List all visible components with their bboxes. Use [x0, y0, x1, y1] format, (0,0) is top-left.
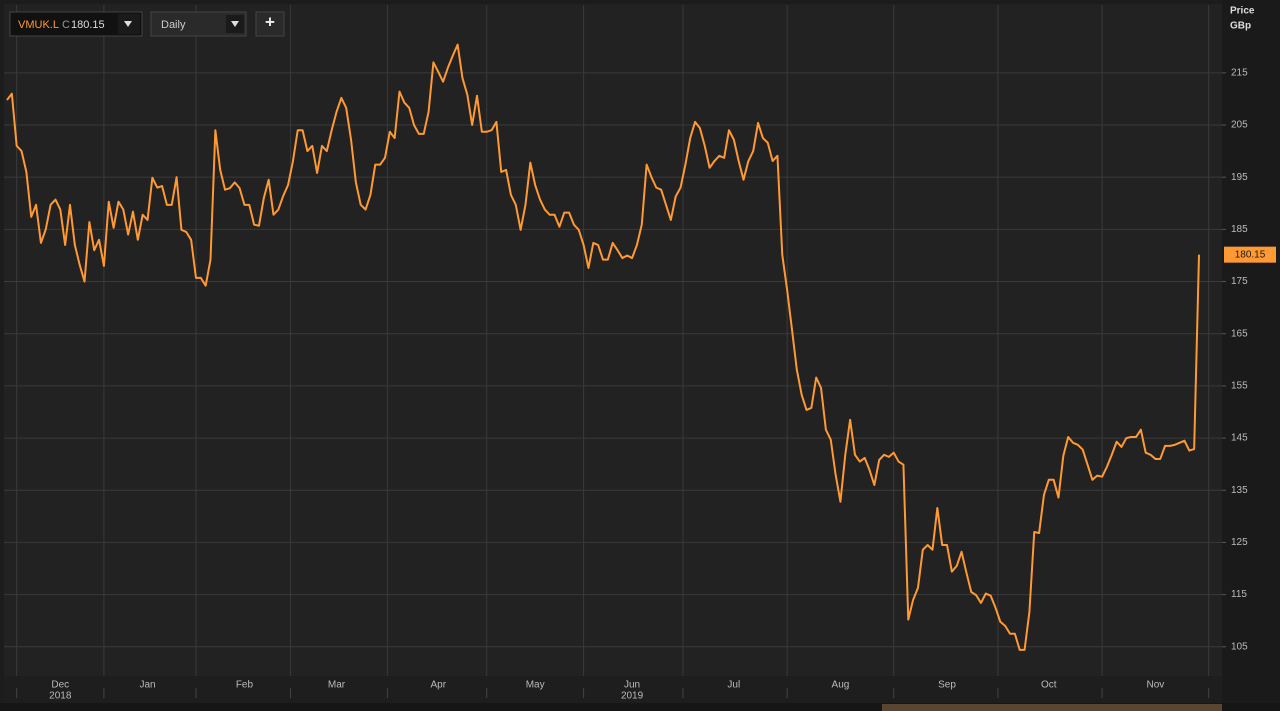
last-price-label: 180.15 — [1235, 249, 1266, 260]
y-tick-label: 205 — [1231, 120, 1248, 131]
x-tick-label: Jan — [139, 680, 155, 691]
price-axis — [1222, 0, 1280, 711]
y-tick-label: 125 — [1231, 537, 1248, 548]
x-tick-label: May — [526, 680, 545, 691]
x-year-label: 2019 — [621, 691, 644, 702]
x-tick-label: Mar — [328, 680, 346, 691]
x-tick-label: Nov — [1146, 680, 1164, 691]
symbol: VMUK.L — [18, 19, 59, 31]
x-tick-label: Jul — [727, 680, 740, 691]
marks — [6, 43, 1200, 651]
close-prefix: C — [62, 19, 70, 31]
y-tick-label: 195 — [1231, 172, 1248, 183]
interval: Daily — [161, 19, 186, 31]
x-tick-label: Aug — [832, 680, 850, 691]
y-tick-label: 135 — [1231, 485, 1248, 496]
plot-area — [4, 4, 1222, 676]
y-tick-label: 185 — [1231, 224, 1248, 235]
scrollbar-thumb[interactable] — [882, 704, 1222, 711]
y-tick-label: 215 — [1231, 67, 1248, 78]
y-tick-label: 145 — [1231, 433, 1248, 444]
last-price-tag — [1224, 246, 1276, 263]
x-tick-label: Feb — [236, 680, 254, 691]
y-tick-label: 155 — [1231, 381, 1248, 392]
y-tick-label: 175 — [1231, 276, 1248, 287]
interval-box[interactable]: Daily — [150, 11, 247, 37]
price-line — [6, 43, 1200, 651]
y-tick-label: 105 — [1231, 641, 1248, 652]
dropdown-arrow — [124, 21, 132, 27]
symbol-box[interactable]: VMUK.L C 180.15 — [9, 11, 143, 37]
x-year-label: 2018 — [49, 691, 72, 702]
x-tick-label: Sep — [938, 680, 956, 691]
axis-unit: GBp — [1230, 21, 1251, 32]
x-tick-label: Jun — [624, 680, 640, 691]
close-value: 180.15 — [71, 19, 105, 31]
y-tick-label: 115 — [1231, 589, 1247, 600]
add-box[interactable]: + — [255, 11, 285, 37]
x-tick-label: Apr — [430, 680, 446, 691]
axis-title: Price — [1230, 6, 1255, 17]
x-tick-label: Dec — [51, 680, 69, 691]
y-tick-label: 165 — [1231, 328, 1248, 339]
dropdown-arrow — [231, 21, 239, 27]
x-tick-label: Oct — [1041, 680, 1057, 691]
add-label: + — [265, 12, 275, 31]
scrollbar-track — [0, 703, 1280, 711]
add-button[interactable] — [255, 11, 285, 37]
